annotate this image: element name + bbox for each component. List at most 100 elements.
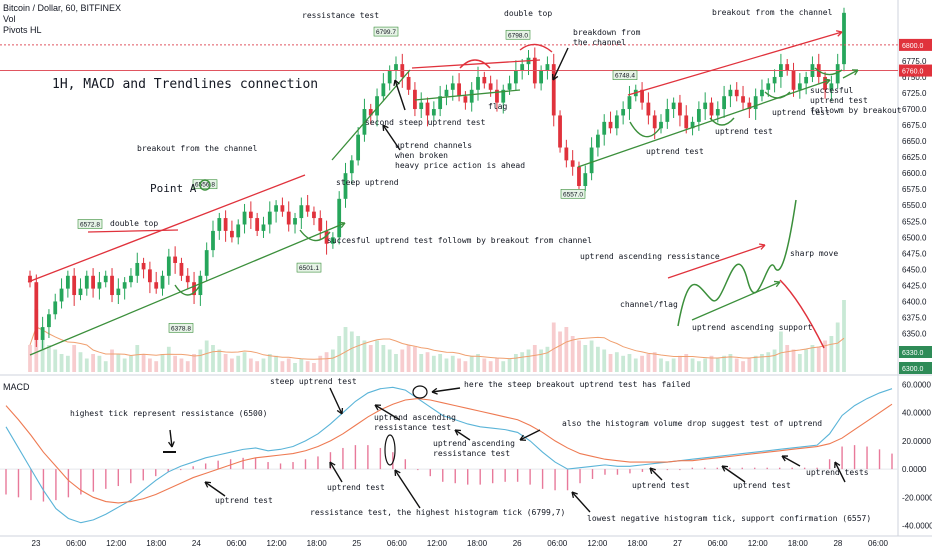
volume-bar bbox=[305, 361, 310, 372]
volume-bar bbox=[349, 331, 354, 372]
price-annotation: heavy price action is ahead bbox=[395, 161, 525, 170]
candle-body bbox=[166, 256, 171, 276]
macd-histogram-bar bbox=[180, 469, 182, 471]
candle-body bbox=[463, 96, 468, 103]
volume-bar bbox=[53, 349, 58, 372]
volume-bar bbox=[406, 345, 411, 372]
volume-bar bbox=[387, 349, 392, 372]
price-tick-label: 6700.0 bbox=[902, 105, 927, 114]
candle-body bbox=[703, 102, 708, 110]
macd-histogram-bar bbox=[367, 445, 369, 470]
pointer-ascending-2 bbox=[454, 429, 471, 441]
volume-bar bbox=[255, 361, 260, 372]
candle-body bbox=[337, 198, 342, 238]
time-tick-label: 06:00 bbox=[226, 539, 247, 548]
macd-histogram-bar bbox=[229, 459, 232, 470]
volume-bar bbox=[330, 349, 335, 372]
macd-annotation: uptrend tests bbox=[806, 468, 869, 477]
candle-body bbox=[438, 96, 443, 110]
macd-histogram-bar bbox=[404, 459, 407, 470]
volume-bar bbox=[419, 354, 424, 372]
candle-body bbox=[690, 121, 695, 129]
pointer-steep-test-head bbox=[336, 407, 344, 415]
price-tick-label: 6575.0 bbox=[902, 185, 927, 194]
volume-bar bbox=[457, 358, 461, 372]
bottom-price-tag: 6300.0 bbox=[902, 366, 924, 373]
candle-body bbox=[709, 102, 714, 116]
candle-body bbox=[583, 173, 588, 186]
volume-bar bbox=[59, 354, 64, 372]
volume-bar bbox=[526, 349, 531, 372]
pivot-tag: 6557.0 bbox=[563, 191, 583, 198]
volume-bar bbox=[728, 354, 733, 372]
pivot-tag: 6798.0 bbox=[508, 32, 528, 39]
macd-histogram-bar bbox=[142, 469, 144, 481]
candle-body bbox=[179, 262, 184, 276]
volume-bar bbox=[810, 345, 815, 372]
pointer-highest-tick bbox=[169, 429, 173, 448]
macd-histogram-bar bbox=[67, 469, 70, 498]
time-tick-label: 12:00 bbox=[748, 539, 769, 548]
macd-histogram-bar bbox=[279, 463, 282, 470]
candle-body bbox=[413, 89, 417, 110]
pointer-test-3 bbox=[649, 467, 663, 481]
price-tick-label: 6475.0 bbox=[902, 249, 927, 258]
candle-body bbox=[154, 282, 159, 289]
price-annotation: uptrend ascending support bbox=[692, 323, 813, 332]
legend-volume: Vol bbox=[3, 14, 16, 24]
price-annotation: steep uptrend bbox=[336, 178, 399, 187]
price-annotation: succesful bbox=[810, 86, 854, 95]
macd-histogram-bar bbox=[130, 469, 132, 484]
volume-bar bbox=[709, 355, 714, 372]
macd-annotation: ressistance test, the highest histogram … bbox=[310, 508, 565, 517]
candle-body bbox=[829, 83, 834, 90]
macd-annotation: also the histogram volume drop suggest t… bbox=[562, 419, 822, 428]
price-annotation: breakout from the channel bbox=[712, 8, 833, 17]
macd-histogram-bar bbox=[666, 469, 669, 471]
volume-bar bbox=[72, 345, 77, 372]
candle-body bbox=[34, 282, 39, 340]
legend-macd: MACD bbox=[3, 382, 30, 392]
volume-bar bbox=[741, 361, 745, 372]
volume-bar bbox=[450, 355, 455, 372]
macd-histogram-bar bbox=[741, 467, 743, 470]
time-tick-label: 28 bbox=[833, 539, 842, 548]
macd-histogram-bar bbox=[641, 469, 644, 472]
macd-histogram-bar bbox=[828, 459, 831, 470]
macd-histogram-bar bbox=[417, 469, 419, 471]
pointer-lowest-tick bbox=[571, 491, 591, 513]
macd-annotation: uptrend test bbox=[215, 496, 273, 505]
volume-bar bbox=[248, 358, 253, 372]
candle-body bbox=[608, 121, 613, 129]
price-annotation: double top bbox=[504, 9, 552, 18]
candle-body bbox=[116, 288, 121, 296]
price-tick-label: 6750.0 bbox=[902, 73, 927, 82]
volume-bar bbox=[722, 355, 727, 372]
volume-bar bbox=[602, 349, 607, 372]
candle-body bbox=[551, 64, 556, 116]
candle-body bbox=[91, 275, 95, 289]
highest-tick-circle bbox=[384, 434, 396, 466]
pointer-test-2-head bbox=[329, 461, 336, 469]
macd-histogram-bar bbox=[729, 467, 731, 470]
price-tick-label: 6600.0 bbox=[902, 169, 927, 178]
price-tick-label: 6350.0 bbox=[902, 330, 927, 339]
candle-body bbox=[47, 314, 51, 328]
time-tick-label: 18:00 bbox=[467, 539, 488, 548]
volume-bar bbox=[394, 354, 398, 372]
level-6800-tag: 6800.0 bbox=[902, 43, 924, 50]
volume-bar bbox=[797, 354, 802, 372]
candle-body bbox=[570, 160, 575, 167]
candle-body bbox=[387, 70, 392, 84]
pointer-tests-5-head bbox=[781, 455, 789, 462]
volume-bar bbox=[444, 358, 449, 372]
time-tick-label: 27 bbox=[673, 539, 682, 548]
macd-annotation: uptrend test bbox=[632, 481, 690, 490]
volume-bar bbox=[614, 352, 619, 372]
price-annotation: when broken bbox=[395, 151, 448, 160]
candle-body bbox=[835, 64, 840, 84]
candle-body bbox=[28, 275, 32, 283]
candle-body bbox=[274, 205, 278, 212]
volume-bar bbox=[678, 355, 682, 372]
